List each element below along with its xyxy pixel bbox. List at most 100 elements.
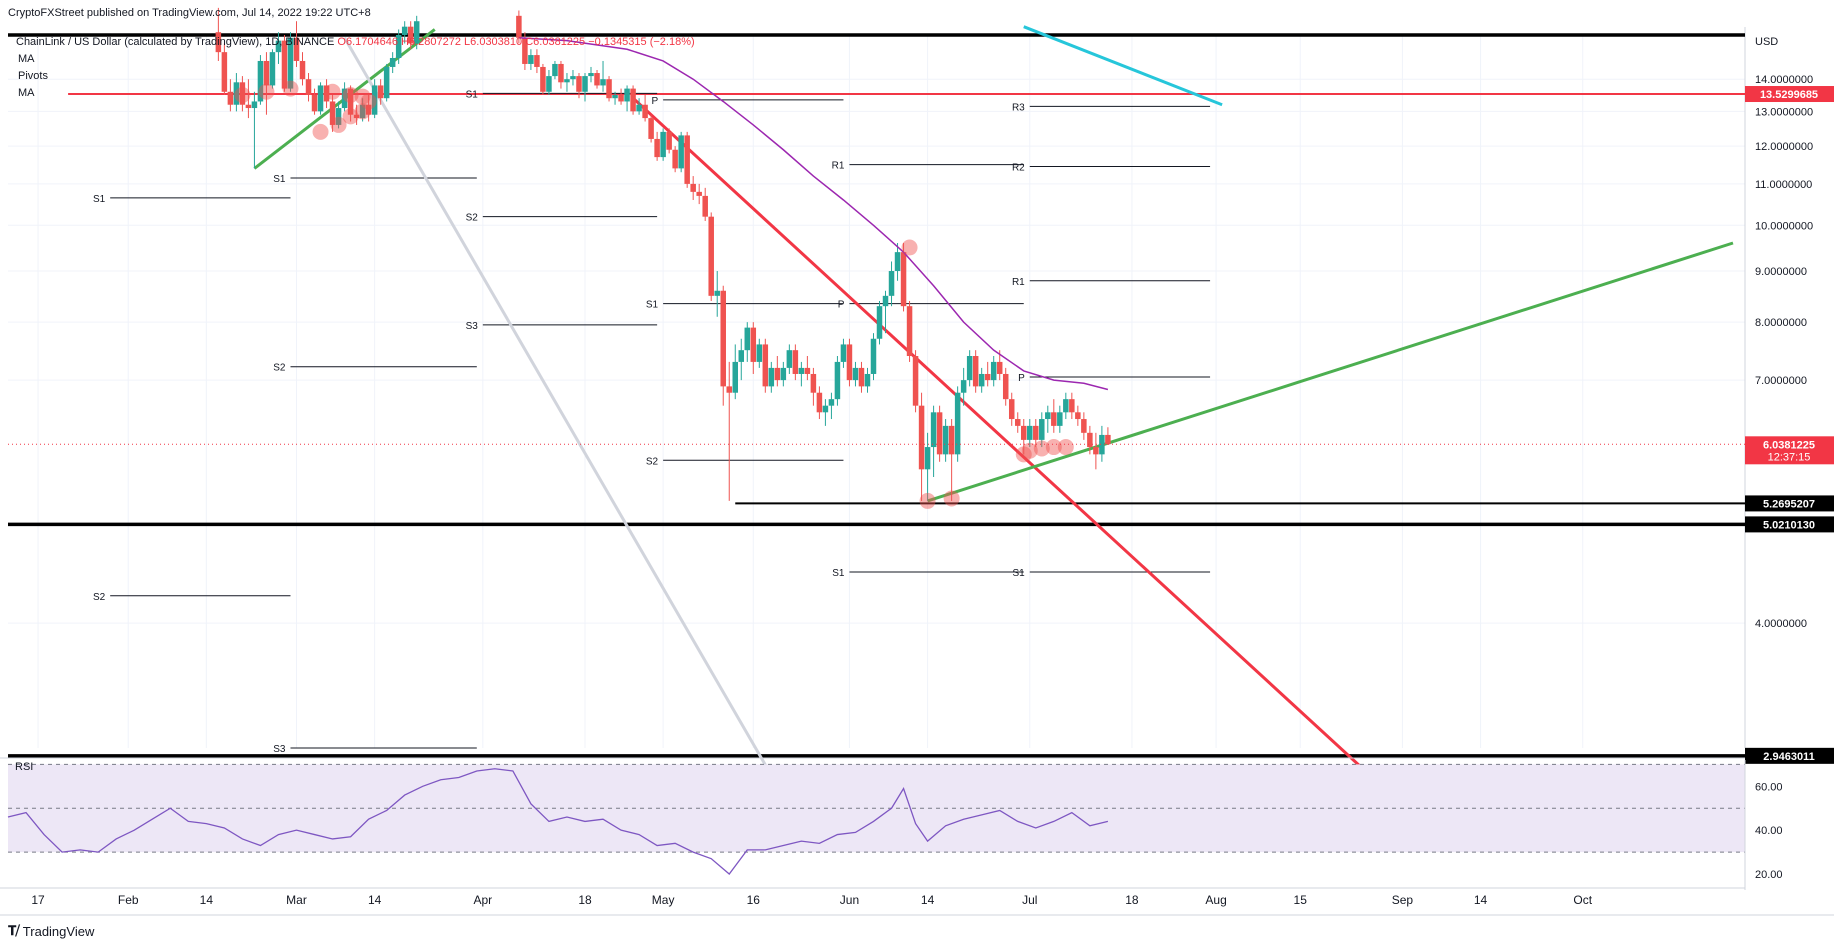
candle-body xyxy=(792,350,799,374)
pivot-label: S2 xyxy=(466,213,479,224)
candle-body xyxy=(516,15,522,38)
candle-body xyxy=(329,101,336,125)
x-tick-label: Jul xyxy=(1022,893,1037,907)
candle-body xyxy=(269,52,276,86)
price-label: 5.2695207 xyxy=(1763,498,1815,510)
pivot-label: S1 xyxy=(273,174,286,185)
pivot-label: P xyxy=(1018,373,1025,384)
candle-body xyxy=(311,94,318,112)
candle-body xyxy=(906,306,913,357)
candle-body xyxy=(822,405,829,413)
candle-body xyxy=(1021,425,1027,440)
candle-body xyxy=(960,380,967,393)
highlight-circle xyxy=(1021,442,1038,459)
price-label-box xyxy=(1745,86,1834,103)
candle-body xyxy=(275,40,282,53)
pivot-label: S2 xyxy=(646,456,659,467)
candle-body xyxy=(233,82,240,105)
x-tick-label: Apr xyxy=(473,893,492,907)
candle-body xyxy=(281,40,288,89)
candle-body xyxy=(588,73,594,77)
y-tick-label: 14.0000000 xyxy=(1755,74,1813,86)
candle-body xyxy=(642,104,648,119)
published-caption: CryptoFXStreet published on TradingView.… xyxy=(8,7,371,19)
candle-body xyxy=(882,295,889,307)
candle-body xyxy=(768,367,775,387)
candle-body xyxy=(786,350,793,368)
y-tick-label: 10.0000000 xyxy=(1755,220,1813,232)
candle-body xyxy=(221,52,228,92)
candle-body xyxy=(576,76,582,92)
candle-body xyxy=(413,21,420,44)
candle-body xyxy=(852,367,859,381)
candle-body xyxy=(714,290,720,296)
x-tick-label: Mar xyxy=(286,893,307,907)
candle-body xyxy=(299,60,306,80)
candle-body xyxy=(846,344,853,381)
candle-body xyxy=(636,104,642,112)
pivot-label: R1 xyxy=(832,161,845,172)
candle-body xyxy=(1069,399,1075,413)
candle-body xyxy=(618,94,624,102)
candle-body xyxy=(774,367,781,381)
x-tick-label: 15 xyxy=(1294,893,1308,907)
candle-body xyxy=(371,85,378,115)
candle-body xyxy=(876,306,883,339)
footer-brand[interactable]: TradingView xyxy=(22,923,95,939)
candle-body xyxy=(978,373,985,387)
candle-body xyxy=(708,216,714,296)
candle-body xyxy=(696,191,702,196)
candle-body xyxy=(1045,412,1051,420)
highlight-circle xyxy=(354,88,371,105)
price-label: 5.0210130 xyxy=(1763,519,1815,531)
trendline xyxy=(927,241,1734,503)
symbol-title[interactable]: ChainLink / US Dollar (calculated by Tra… xyxy=(16,36,335,48)
candle-body xyxy=(948,425,955,455)
candle-body xyxy=(570,76,576,80)
candle-body xyxy=(990,361,997,381)
candle-body xyxy=(227,91,234,105)
indicator-ma-2[interactable]: MA xyxy=(18,87,35,99)
pivot-label: S1 xyxy=(646,300,659,311)
highlight-circle xyxy=(312,123,329,140)
candle-body xyxy=(1081,419,1087,433)
y-tick-label: 8.0000000 xyxy=(1755,317,1807,329)
candle-body xyxy=(564,79,570,83)
ohlc-high: H6.2807272 xyxy=(401,36,461,48)
candle-body xyxy=(690,183,696,192)
rsi-band xyxy=(8,764,1745,853)
candle-body xyxy=(1087,432,1093,448)
candle-body xyxy=(383,66,390,99)
candle-body xyxy=(582,76,588,92)
candle-body xyxy=(1033,425,1039,440)
candle-body xyxy=(1093,447,1099,455)
candle-body xyxy=(305,79,312,95)
candle-body xyxy=(840,344,847,362)
candle-body xyxy=(1099,434,1105,455)
candle-body xyxy=(528,55,534,64)
currency-label: USD xyxy=(1755,36,1778,48)
candle-body xyxy=(912,356,919,406)
candle-body xyxy=(732,361,739,393)
candle-body xyxy=(726,386,732,393)
highlight-circle xyxy=(360,93,377,110)
indicator-pivots[interactable]: Pivots xyxy=(18,70,48,82)
candle-body xyxy=(377,85,384,99)
highlight-circle xyxy=(282,80,299,97)
candle-body xyxy=(762,344,769,387)
candle-body xyxy=(660,131,666,158)
rsi-tick-label: 20.00 xyxy=(1755,869,1783,881)
candle-body xyxy=(558,63,564,83)
indicator-ma-1[interactable]: MA xyxy=(18,53,35,65)
candle-body xyxy=(365,104,372,115)
candle-body xyxy=(546,76,552,92)
highlight-circle xyxy=(1057,439,1074,456)
x-tick-label: Feb xyxy=(118,893,139,907)
footer: 𝐓⧸ TradingView xyxy=(8,923,94,939)
candle-body xyxy=(900,252,907,307)
candle-body xyxy=(624,88,630,102)
candle-body xyxy=(744,327,751,351)
pivot-label: P xyxy=(838,300,845,311)
candle-body xyxy=(257,60,264,102)
candle-body xyxy=(239,82,246,105)
